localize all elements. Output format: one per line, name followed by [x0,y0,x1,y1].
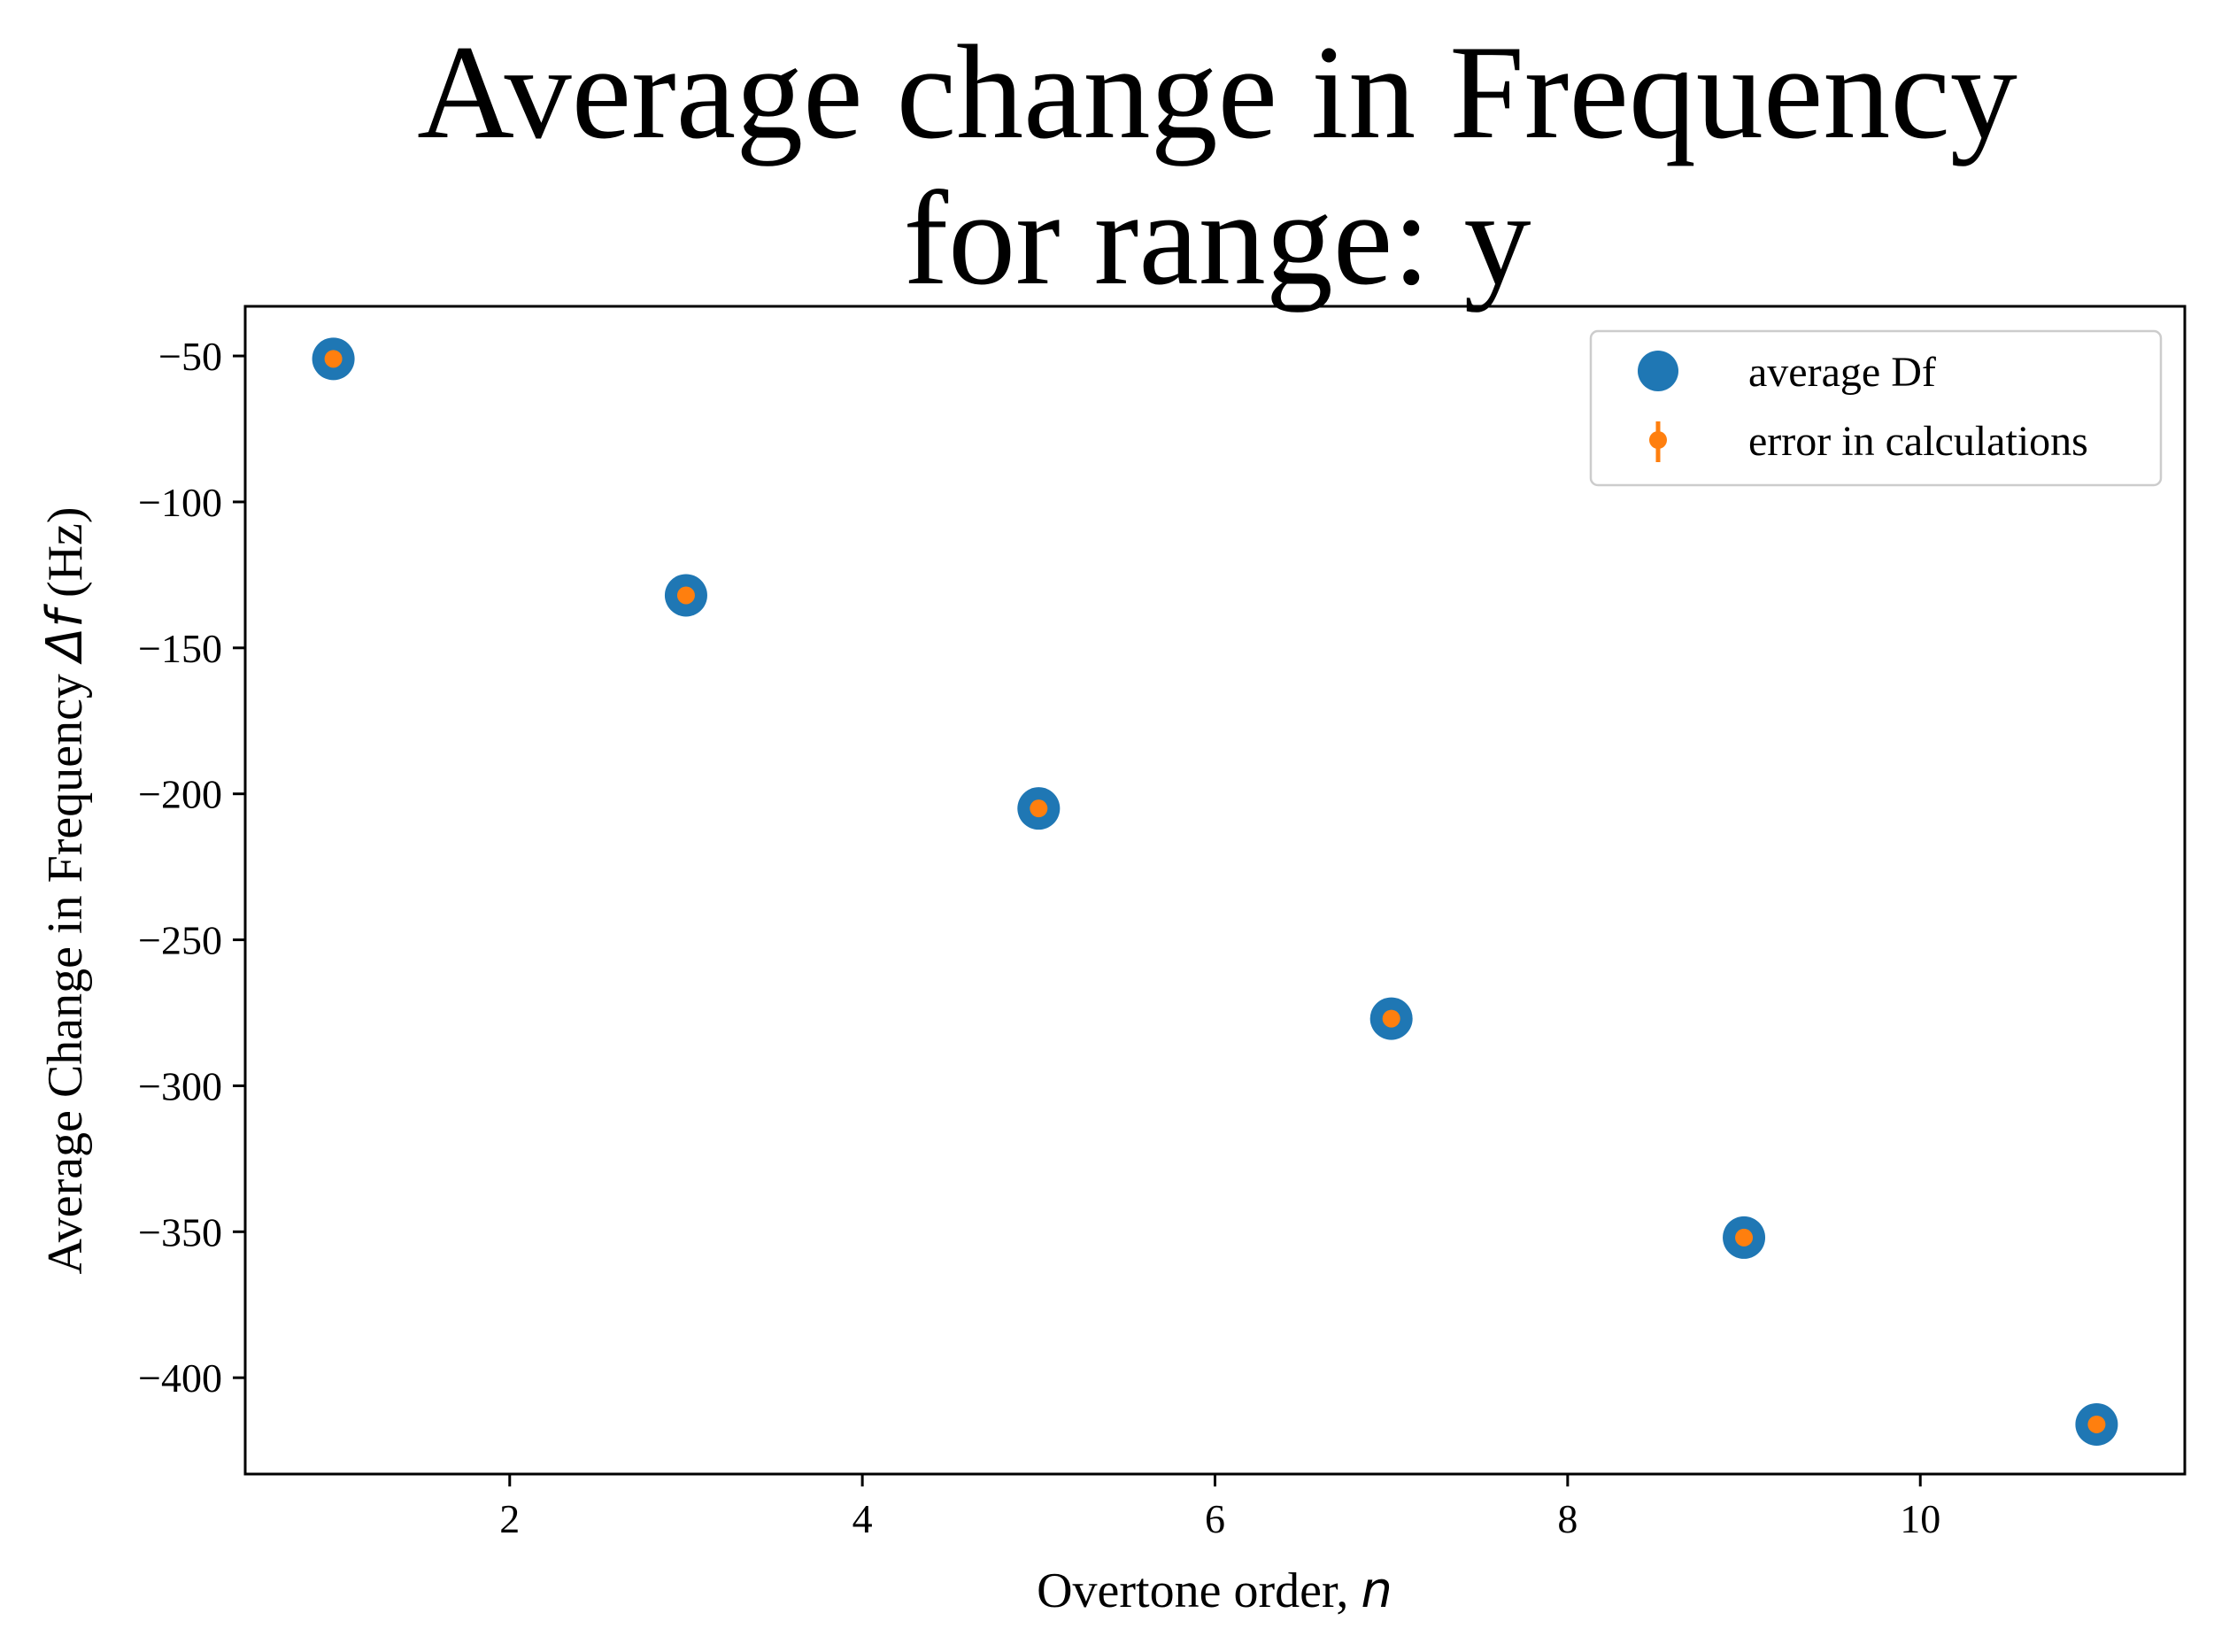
y-tick-label: −100 [138,480,222,525]
legend: average Df error in calculations [1589,329,2163,487]
y-tick-label: −200 [138,772,222,817]
error-point [324,350,343,368]
chart-title-line-2: for range: y [903,164,1531,313]
error-point [1735,1228,1754,1247]
x-axis-ticks: 2 4 6 8 10 [499,1474,1940,1541]
y-axis-label-unit: (Hz) [38,506,93,610]
error-point [1030,799,1048,818]
legend-marker-error [1649,431,1667,449]
legend-label-average-df: average Df [1748,349,1936,396]
x-axis-label-symbol: n [1361,1562,1392,1619]
x-axis-label-text: Overtone order, [1037,1563,1361,1618]
x-tick-label: 2 [499,1496,520,1541]
x-tick-label: 10 [1900,1496,1940,1541]
error-point [676,586,695,605]
y-tick-label: −250 [138,918,222,963]
plot-points [312,337,2118,1446]
y-axis-label: Average Change in Frequency Δf (Hz) [36,506,94,1274]
x-tick-label: 4 [852,1496,873,1541]
y-axis-label-symbol: Δf [36,604,94,665]
y-tick-label: −350 [138,1209,222,1254]
x-tick-label: 8 [1557,1496,1578,1541]
y-tick-label: −300 [138,1063,222,1108]
x-axis-label: Overtone order, n [1037,1562,1392,1619]
y-axis-ticks: −50 −100 −150 −200 −250 −300 −350 −400 [138,334,245,1401]
error-point [1382,1009,1400,1028]
legend-label-error: error in calculations [1748,418,2088,465]
legend-box [1589,329,2163,487]
legend-marker-average-df [1638,351,1678,391]
y-tick-label: −400 [138,1355,222,1401]
y-tick-label: −50 [158,334,222,379]
x-tick-label: 6 [1205,1496,1225,1541]
plot-area-frame [243,305,2187,1476]
y-axis-label-text: Average Change in Frequency [38,661,93,1274]
error-point [2087,1415,2106,1433]
chart-title-line-1: Average change in Frequency [417,18,2017,166]
y-tick-label: −150 [138,626,222,671]
